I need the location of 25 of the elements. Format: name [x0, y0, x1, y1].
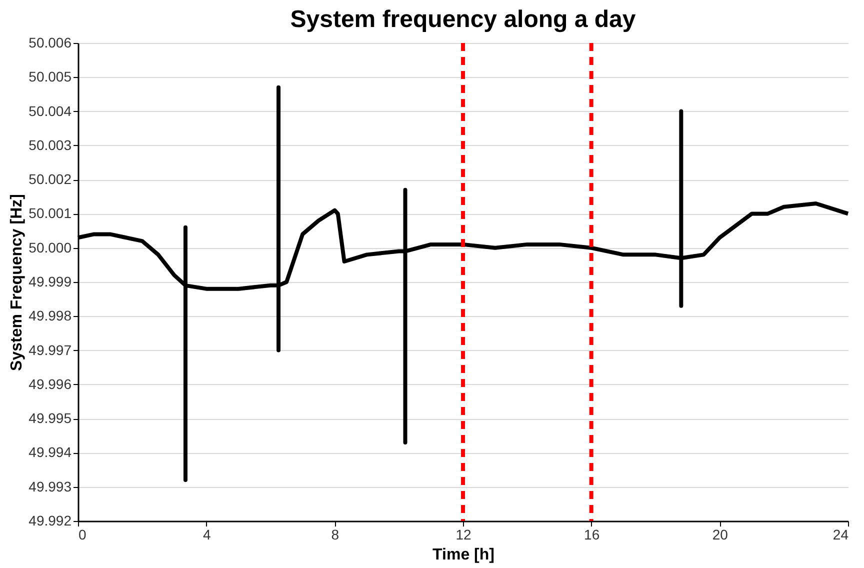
- x-axis-title: Time [h]: [432, 546, 494, 564]
- y-tick-label: 50.006: [28, 34, 72, 50]
- x-tick-label: 20: [712, 526, 728, 542]
- y-tick-label: 50.004: [28, 102, 72, 119]
- y-axis-title: System Frequency [Hz]: [8, 194, 26, 371]
- y-tick-label: 49.999: [28, 274, 72, 290]
- y-tick-label: 50.001: [28, 205, 72, 222]
- chart-title: System frequency along a day: [290, 6, 636, 33]
- y-tick-label: 49.996: [28, 376, 72, 392]
- x-tick-label: 8: [331, 526, 340, 542]
- y-tick-label: 49.997: [28, 342, 72, 358]
- y-tick-label: 50.005: [28, 68, 72, 85]
- y-tick-label: 50.003: [28, 136, 72, 153]
- x-tick-label: 24: [832, 526, 849, 542]
- y-tick-label: 49.995: [28, 410, 72, 426]
- x-tick-label: 0: [78, 526, 86, 542]
- y-tick-label: 49.994: [28, 444, 72, 460]
- x-tick-label: 4: [202, 526, 211, 542]
- x-tick-label: 12: [456, 526, 472, 542]
- y-tick-label: 50.000: [28, 239, 72, 256]
- y-tick-label: 49.998: [28, 308, 72, 324]
- y-tick-label: 49.992: [28, 512, 72, 528]
- y-tick-label: 50.002: [28, 171, 72, 188]
- y-tick-label: 49.993: [28, 478, 72, 494]
- x-tick-label: 16: [584, 526, 600, 542]
